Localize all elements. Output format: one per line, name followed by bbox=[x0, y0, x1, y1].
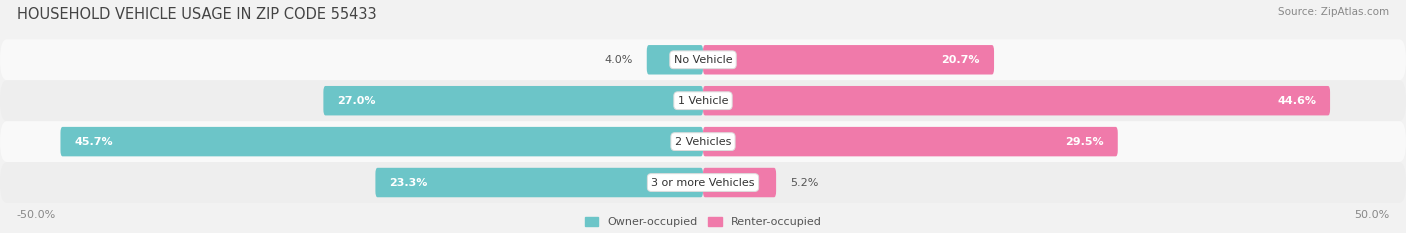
Text: 45.7%: 45.7% bbox=[75, 137, 112, 147]
FancyBboxPatch shape bbox=[375, 168, 703, 197]
Text: 23.3%: 23.3% bbox=[389, 178, 427, 188]
FancyBboxPatch shape bbox=[703, 45, 994, 75]
Text: 50.0%: 50.0% bbox=[1354, 210, 1389, 220]
Text: 27.0%: 27.0% bbox=[337, 96, 375, 106]
FancyBboxPatch shape bbox=[703, 86, 1330, 115]
Text: -50.0%: -50.0% bbox=[17, 210, 56, 220]
FancyBboxPatch shape bbox=[703, 168, 776, 197]
FancyBboxPatch shape bbox=[323, 86, 703, 115]
FancyBboxPatch shape bbox=[0, 80, 1406, 121]
Text: No Vehicle: No Vehicle bbox=[673, 55, 733, 65]
FancyBboxPatch shape bbox=[0, 121, 1406, 162]
Text: 44.6%: 44.6% bbox=[1277, 96, 1316, 106]
Text: 4.0%: 4.0% bbox=[605, 55, 633, 65]
FancyBboxPatch shape bbox=[0, 39, 1406, 80]
Legend: Owner-occupied, Renter-occupied: Owner-occupied, Renter-occupied bbox=[585, 217, 821, 227]
Text: 1 Vehicle: 1 Vehicle bbox=[678, 96, 728, 106]
Text: 5.2%: 5.2% bbox=[790, 178, 818, 188]
Text: 3 or more Vehicles: 3 or more Vehicles bbox=[651, 178, 755, 188]
FancyBboxPatch shape bbox=[647, 45, 703, 75]
Text: Source: ZipAtlas.com: Source: ZipAtlas.com bbox=[1278, 7, 1389, 17]
Text: HOUSEHOLD VEHICLE USAGE IN ZIP CODE 55433: HOUSEHOLD VEHICLE USAGE IN ZIP CODE 5543… bbox=[17, 7, 377, 22]
Text: 2 Vehicles: 2 Vehicles bbox=[675, 137, 731, 147]
FancyBboxPatch shape bbox=[60, 127, 703, 156]
Text: 20.7%: 20.7% bbox=[942, 55, 980, 65]
Text: 29.5%: 29.5% bbox=[1066, 137, 1104, 147]
FancyBboxPatch shape bbox=[0, 162, 1406, 203]
FancyBboxPatch shape bbox=[703, 127, 1118, 156]
